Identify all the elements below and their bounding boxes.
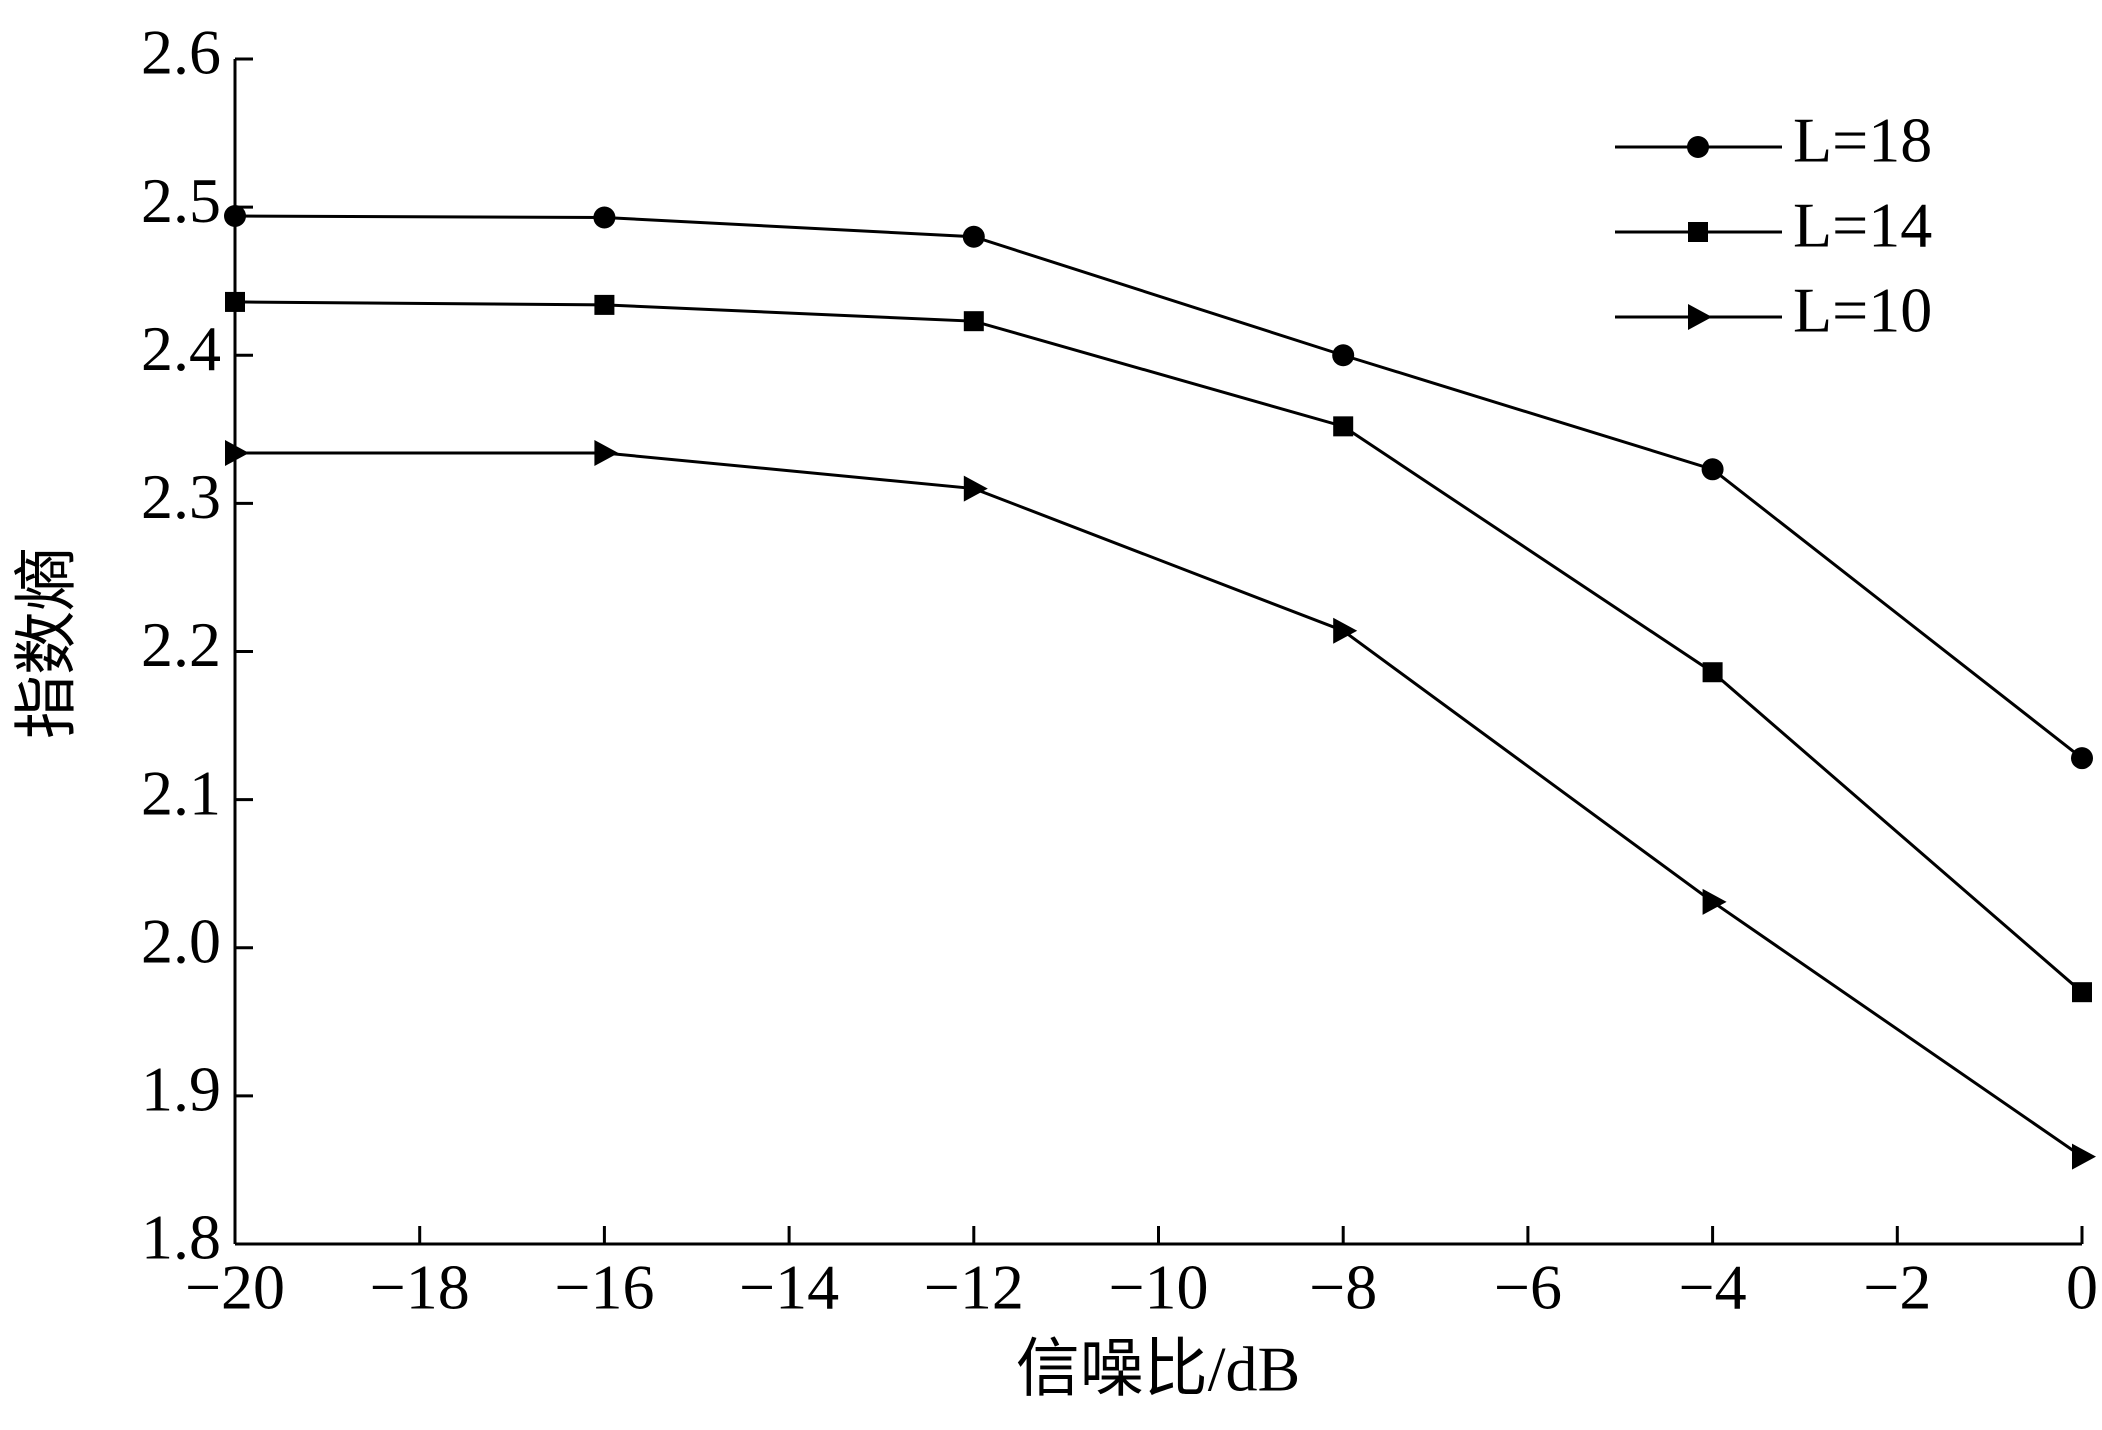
marker [963,311,984,332]
marker [224,205,246,228]
marker [1333,416,1354,437]
legend-label: L=18 [1793,105,1932,176]
y-axis-label: 指数熵 [12,547,83,739]
x-tick-label: −10 [1108,1252,1208,1323]
x-tick-label: −14 [739,1252,839,1323]
marker [2072,982,2092,1003]
marker [1333,617,1358,644]
x-tick-label: −6 [1494,1252,1562,1323]
marker [1702,888,1727,915]
marker [225,440,249,467]
y-tick-label: 2.5 [141,165,221,236]
x-tick-label: −2 [1863,1252,1931,1323]
marker [2071,747,2093,770]
marker [593,206,616,229]
marker [1702,662,1723,683]
legend-marker [1688,222,1708,242]
legend-marker [1687,136,1709,158]
series-line [235,451,2083,1158]
y-tick-label: 2.6 [141,17,221,88]
marker [963,475,988,502]
x-tick-label: −8 [1309,1252,1377,1323]
legend-marker [1688,304,1712,330]
marker [225,291,245,312]
y-tick-label: 2.3 [141,461,221,532]
y-tick-label: 2.0 [141,905,221,976]
marker [594,440,619,467]
series-line [234,214,2083,760]
x-tick-label: 0 [2066,1252,2098,1323]
y-tick-label: 2.1 [141,757,221,828]
x-tick-label: −20 [185,1252,285,1323]
x-axis-label: 信噪比/dB [1016,1334,1300,1405]
x-tick-label: −16 [554,1252,654,1323]
x-tick-label: −18 [370,1252,470,1323]
marker [2072,1143,2096,1170]
y-tick-label: 1.9 [141,1054,221,1125]
marker [1701,458,1724,481]
marker [1332,344,1355,367]
marker [962,225,985,248]
legend-label: L=10 [1793,275,1932,346]
y-tick-label: 2.4 [141,313,221,384]
y-tick-label: 1.8 [141,1202,221,1273]
legend-label: L=14 [1793,190,1932,261]
series-line [234,300,2083,994]
x-tick-label: −4 [1679,1252,1747,1323]
x-tick-label: −12 [924,1252,1024,1323]
y-tick-label: 2.2 [141,609,221,680]
marker [594,294,615,315]
